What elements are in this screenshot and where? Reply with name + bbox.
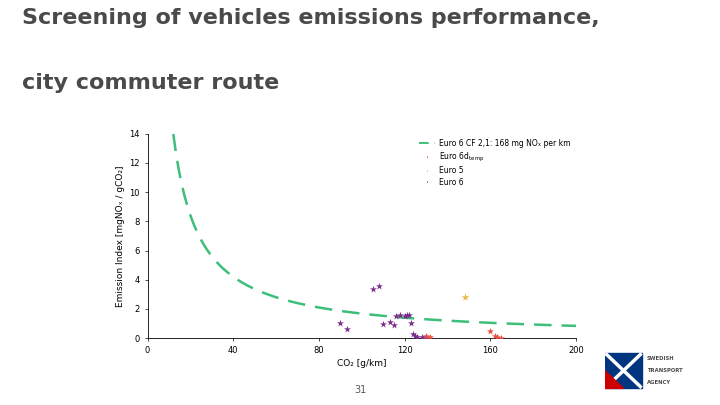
Point — [395, 312, 406, 318]
Text: SWEDISH: SWEDISH — [647, 356, 675, 362]
Point — [405, 320, 417, 326]
Text: 31: 31 — [354, 385, 366, 395]
Point — [489, 333, 500, 339]
Point — [410, 333, 421, 339]
Point — [401, 311, 413, 318]
Point — [335, 320, 346, 326]
Point — [388, 322, 400, 328]
Point — [408, 331, 419, 337]
Point — [341, 326, 353, 333]
Point — [373, 283, 384, 290]
Text: AGENCY: AGENCY — [647, 379, 671, 385]
FancyBboxPatch shape — [605, 353, 642, 388]
Point — [366, 286, 378, 292]
Text: TRANSPORT: TRANSPORT — [647, 368, 683, 373]
Point — [377, 320, 389, 327]
X-axis label: CO₂ [g/km]: CO₂ [g/km] — [337, 359, 387, 368]
Point — [491, 334, 503, 340]
Point — [390, 313, 402, 320]
Text: city commuter route: city commuter route — [22, 73, 279, 93]
Legend: Euro 6 CF 2,1: 168 mg NOₓ per km, Euro 6d$_{\mathrm{temp}}$, Euro 5, Euro 6: Euro 6 CF 2,1: 168 mg NOₓ per km, Euro 6… — [417, 137, 572, 189]
Point — [425, 334, 436, 341]
Point — [384, 319, 395, 326]
Point — [416, 333, 428, 340]
Text: Screening of vehicles emissions performance,: Screening of vehicles emissions performa… — [22, 8, 599, 28]
Point — [403, 312, 415, 318]
Y-axis label: Emission Index [mgNOₓ / gCO₂]: Emission Index [mgNOₓ / gCO₂] — [117, 165, 125, 307]
Point — [399, 313, 410, 319]
Point — [485, 328, 496, 335]
Point — [420, 334, 432, 340]
Point — [412, 334, 423, 340]
Polygon shape — [605, 371, 624, 388]
Point — [459, 294, 470, 301]
Point — [420, 333, 432, 340]
Point — [495, 335, 507, 341]
